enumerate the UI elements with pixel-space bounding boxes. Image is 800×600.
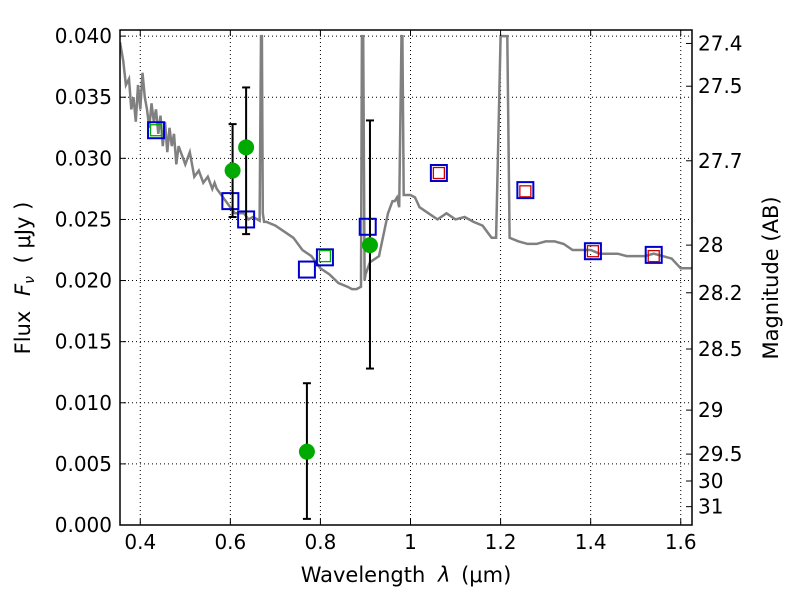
y-tick-label: 0.020 xyxy=(55,269,112,293)
blue-square-marker xyxy=(315,248,334,267)
blue-square-marker xyxy=(429,164,448,182)
green-circle-marker xyxy=(238,139,255,156)
green-circle-marker xyxy=(224,162,241,179)
grid xyxy=(120,30,692,525)
x-tick-label: 1 xyxy=(404,530,417,554)
y2-tick-label: 29.5 xyxy=(698,442,743,466)
blue-square-marker xyxy=(358,217,377,236)
green-circle-marker xyxy=(298,443,315,460)
x-tick-label: 1.4 xyxy=(575,530,607,554)
y-tick-label: 0.030 xyxy=(55,146,112,170)
y-tick-label: 0.000 xyxy=(55,513,112,537)
y2-tick-label: 29 xyxy=(698,398,723,422)
red-square-marker xyxy=(586,245,600,258)
y2-tick-label: 27.5 xyxy=(698,74,743,98)
red-square-marker xyxy=(519,185,532,198)
y2-tick-label: 28 xyxy=(698,233,723,257)
x-tick-label: 0.4 xyxy=(124,530,156,554)
green-square-marker xyxy=(318,249,332,263)
green-circle-marker xyxy=(361,237,378,254)
y-tick-label: 0.010 xyxy=(55,391,112,415)
green-square-marker xyxy=(149,124,163,137)
red-square-marker xyxy=(432,166,446,180)
y2-tick-label: 28.5 xyxy=(698,337,743,361)
y-tick-label: 0.015 xyxy=(55,330,112,354)
blue-square-marker xyxy=(644,245,663,264)
x-tick-label: 0.6 xyxy=(214,530,246,554)
y2-tick-label: 30 xyxy=(698,469,723,493)
y2-tick-label: 31 xyxy=(698,495,723,519)
plot-frame xyxy=(119,29,693,526)
x-tick-label: 0.8 xyxy=(305,530,337,554)
y-tick-label: 0.005 xyxy=(55,452,112,476)
y2-tick-label: 27.7 xyxy=(698,149,743,173)
blue-square-marker xyxy=(297,260,316,279)
y-tick-label: 0.040 xyxy=(55,24,112,48)
y2-tick-label: 28.2 xyxy=(698,281,743,305)
axis-ticks: 0.4 0.6 0.8 1 1.2 1.4 1.6 0.000 0.005 0.010 0.015 0… xyxy=(55,24,743,554)
y-tick-label: 0.035 xyxy=(55,85,112,109)
blue-square-marker xyxy=(583,242,602,261)
y2-tick-label: 27.4 xyxy=(698,31,743,55)
x-axis-label: Wavelength λ (μm) xyxy=(301,563,512,587)
blue-square-marker xyxy=(147,121,166,140)
red-square-marker xyxy=(647,249,660,263)
x-tick-label: 1.6 xyxy=(665,530,697,554)
blue-square-marker xyxy=(516,181,535,200)
y-tick-label: 0.025 xyxy=(55,207,112,231)
blue-square-marker xyxy=(221,192,240,211)
x-tick-label: 1.2 xyxy=(485,530,517,554)
y-axis-label: Flux Fν ( μJy ) xyxy=(11,202,39,355)
series-layer xyxy=(120,34,692,520)
y2-axis-label: Magnitude (AB) xyxy=(759,196,783,359)
spectrum-line xyxy=(120,34,692,291)
